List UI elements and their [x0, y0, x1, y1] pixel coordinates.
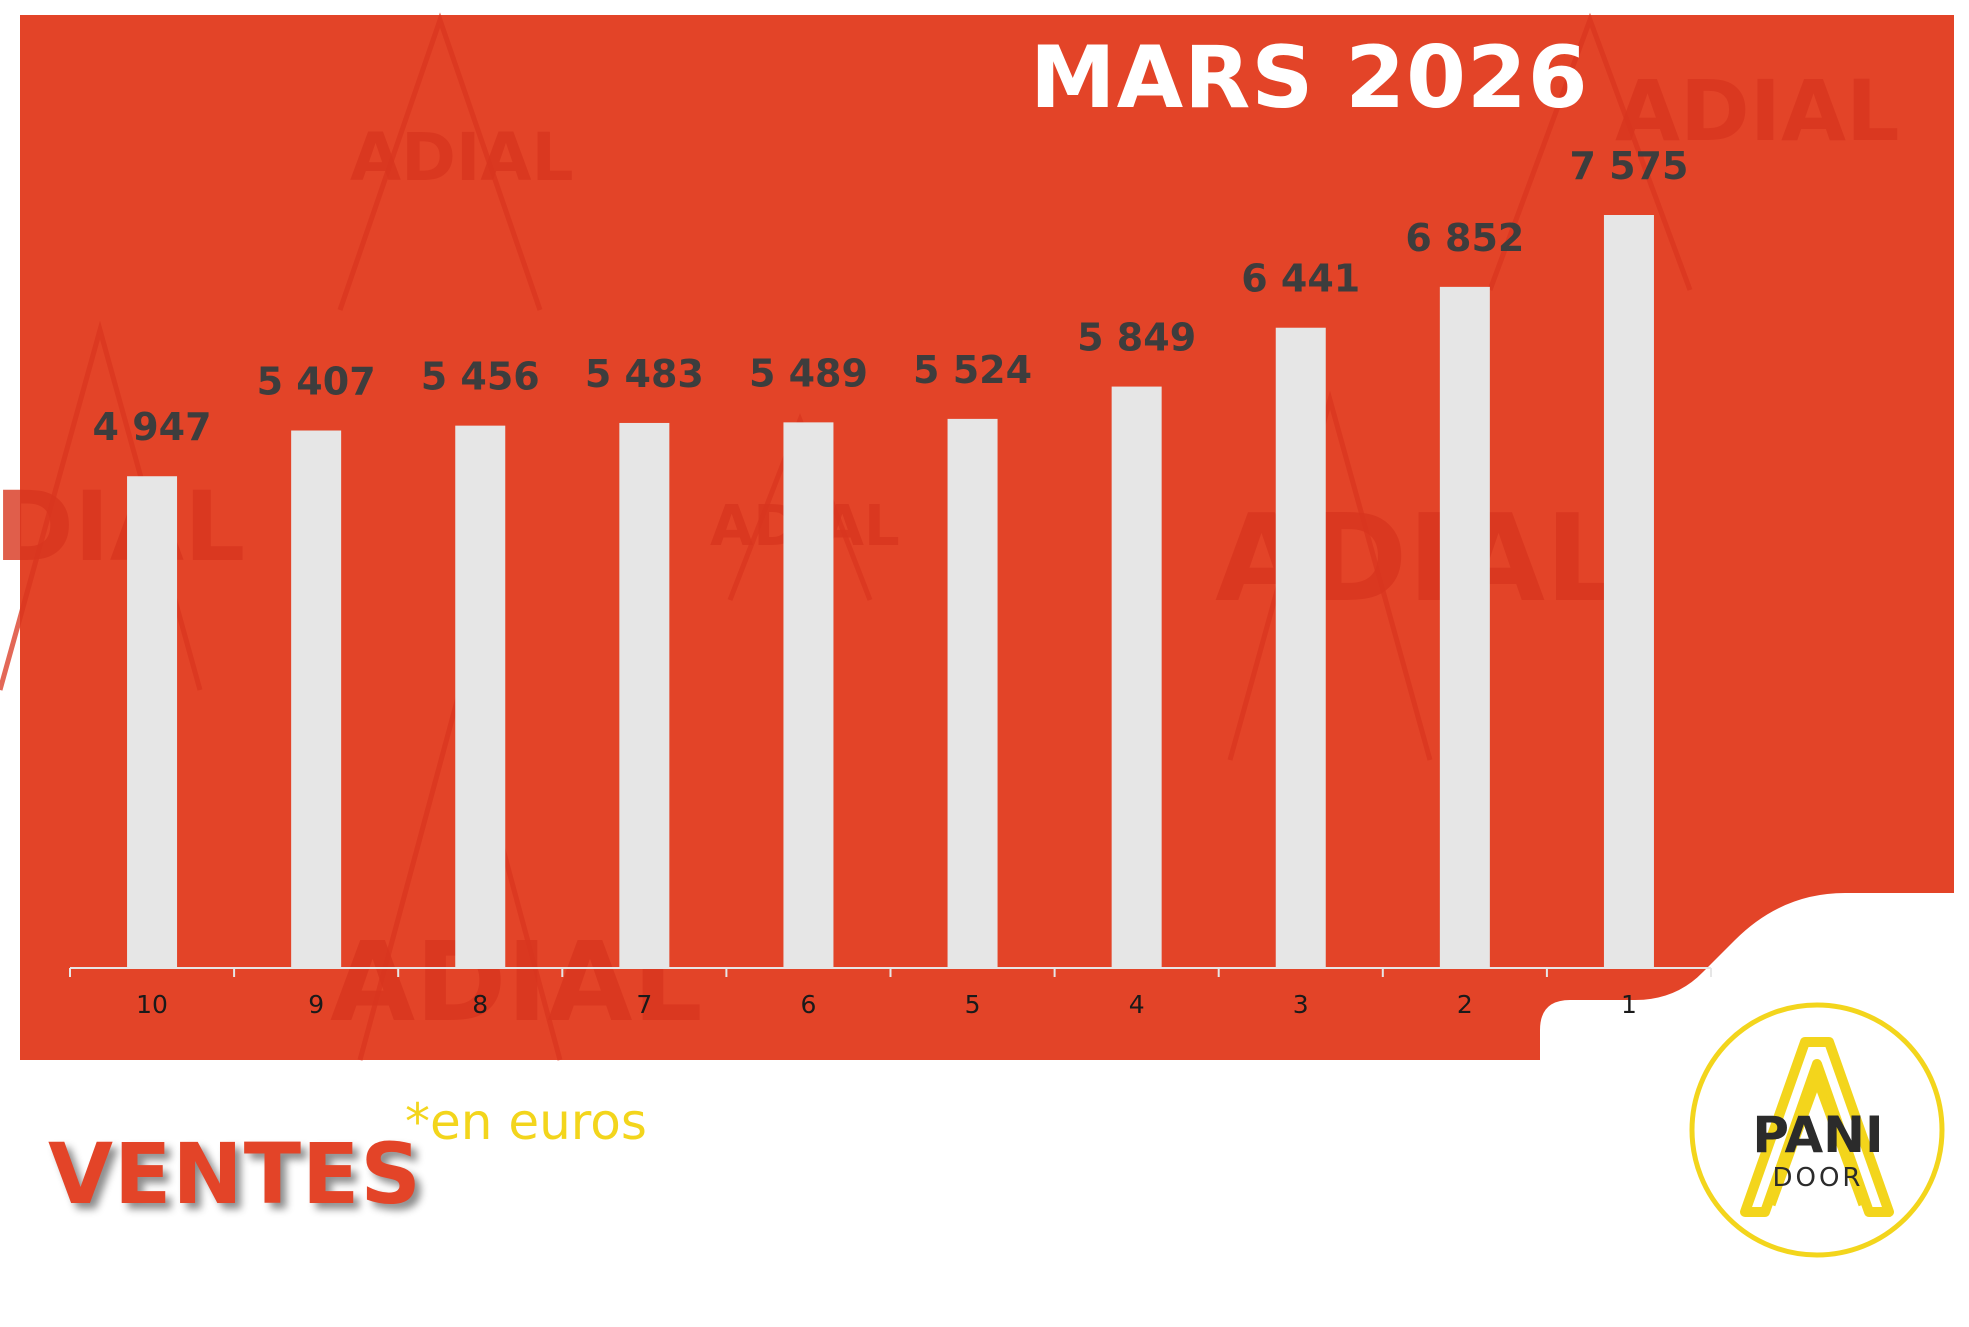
x-tick-label: 10 — [136, 990, 168, 1019]
bar — [1111, 386, 1162, 968]
x-tick-label: 2 — [1457, 990, 1473, 1019]
bar — [291, 430, 342, 968]
x-tick-label: 6 — [800, 990, 816, 1019]
unit-note: *en euros — [405, 1093, 647, 1151]
x-tick-label: 7 — [636, 990, 652, 1019]
x-tick-label: 9 — [308, 990, 324, 1019]
bar-value-label: 6 441 — [1241, 257, 1360, 301]
watermark-a-shape — [727, 413, 873, 601]
x-axis: 10 9 8 7 6 5 4 3 2 1 — [69, 967, 1712, 1019]
watermark-a-shape — [1227, 390, 1433, 761]
bar — [127, 476, 178, 968]
bar — [619, 422, 670, 968]
logo-text-pani: PANI — [1752, 1106, 1883, 1164]
bar — [1603, 215, 1654, 968]
bar-value-label: 7 575 — [1569, 144, 1688, 188]
value-labels-group: 4 947 5 407 5 456 5 483 5 489 5 524 5 849 6 441… — [93, 144, 1689, 449]
bar-value-label: 5 483 — [585, 352, 704, 396]
x-tick-label: 4 — [1129, 990, 1145, 1019]
logo-text-door: DOOR — [1772, 1163, 1863, 1193]
bar — [455, 425, 506, 968]
bar-value-label: 4 947 — [93, 405, 212, 449]
bar-value-label: 5 524 — [913, 348, 1032, 392]
bar-value-label: 5 456 — [421, 355, 540, 399]
watermark-a-shape — [337, 12, 543, 311]
x-tick-label: 5 — [965, 990, 981, 1019]
logo-a-inner — [1768, 1071, 1866, 1207]
bar — [1439, 286, 1490, 968]
bar-value-label: 5 849 — [1077, 316, 1196, 360]
watermark-text: ADIAL — [0, 471, 245, 583]
x-tick-label: 3 — [1293, 990, 1309, 1019]
ventes-label: VENTES — [48, 1125, 422, 1223]
x-tick-label: 8 — [472, 990, 488, 1019]
x-tick-label: 1 — [1621, 990, 1637, 1019]
watermark-text: ADIAL — [350, 119, 574, 196]
watermark-a-shape — [1487, 12, 1693, 291]
bar-value-label: 5 489 — [749, 351, 868, 395]
bar-value-label: 5 407 — [257, 360, 376, 404]
logo-a-shape — [1740, 1037, 1894, 1217]
bar — [1275, 327, 1326, 969]
bar-value-label: 6 852 — [1405, 216, 1524, 260]
chart-title: MARS 2026 — [1030, 28, 1589, 128]
bar — [947, 418, 998, 968]
watermark-text: ADIAL — [1615, 62, 1900, 160]
bar — [783, 422, 834, 968]
bars-group — [127, 215, 1654, 969]
panidoor-logo: PANI DOOR — [1689, 1002, 1945, 1258]
